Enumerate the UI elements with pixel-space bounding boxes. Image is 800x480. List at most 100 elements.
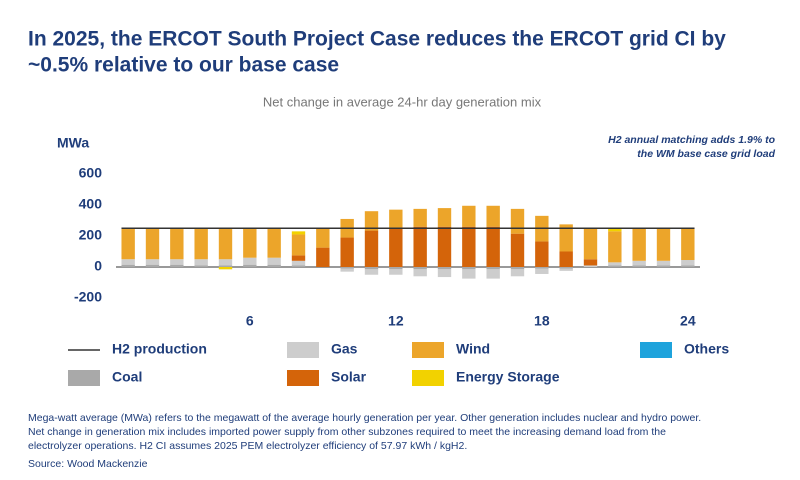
bar-segment xyxy=(632,260,646,266)
bar-segment xyxy=(413,269,427,277)
bar-segment xyxy=(218,259,233,266)
x-tick-label: 18 xyxy=(534,313,550,329)
bar-segment xyxy=(145,229,160,260)
source: Source: Wood Mackenzie xyxy=(28,458,148,470)
legend-label: Others xyxy=(684,341,729,357)
bar-segment xyxy=(291,260,306,266)
bar-segment xyxy=(559,224,573,252)
bar-segment xyxy=(559,267,573,269)
bar-segment xyxy=(291,231,306,235)
bar-segment xyxy=(316,247,330,267)
bar-segment xyxy=(559,251,573,267)
y-axis-label: MWa xyxy=(57,135,89,151)
bar-segment xyxy=(364,267,379,270)
bar-segment xyxy=(340,268,354,272)
bar-segment xyxy=(535,267,549,269)
bar-segment xyxy=(218,265,233,267)
bar-segment xyxy=(170,229,184,260)
bar-segment xyxy=(291,265,306,267)
bar-segment xyxy=(364,269,379,275)
bar-segment xyxy=(170,259,184,265)
bar-segment xyxy=(364,211,379,231)
bar-segment xyxy=(462,267,476,270)
bar-segment xyxy=(243,257,257,265)
bar-segment xyxy=(413,267,427,270)
bar-segment xyxy=(316,228,330,248)
bar-segment xyxy=(510,233,525,267)
bar-segment xyxy=(121,229,135,260)
y-tick-label: 0 xyxy=(94,258,102,274)
bar-segment xyxy=(413,226,427,267)
bar-segment xyxy=(656,265,671,267)
chart-title: In 2025, the ERCOT South Project Case re… xyxy=(28,28,726,51)
bar-segment xyxy=(608,228,622,232)
bar-segment xyxy=(681,265,695,267)
bar-segment xyxy=(145,264,160,267)
bar-segment xyxy=(632,228,646,261)
bar-segment xyxy=(267,257,281,265)
bar-segment xyxy=(681,260,695,266)
bar-segment xyxy=(510,267,525,270)
legend-swatch xyxy=(640,342,672,358)
bar-segment xyxy=(267,229,281,258)
y-tick-label: -200 xyxy=(74,289,102,305)
bar-segment xyxy=(583,228,598,260)
bar-segment xyxy=(437,208,452,227)
legend-swatch xyxy=(412,342,444,358)
x-tick-label: 12 xyxy=(388,313,404,329)
bar-segment xyxy=(608,265,622,267)
bar-segment xyxy=(608,231,622,263)
bar-segment xyxy=(535,241,549,267)
bar-segment xyxy=(535,268,549,274)
bar-segment xyxy=(243,229,257,258)
bar-segment xyxy=(389,267,403,270)
legend-swatch xyxy=(287,342,319,358)
bar-segment xyxy=(510,269,525,277)
bar-segment xyxy=(632,265,646,267)
bar-segment xyxy=(583,265,598,267)
bar-segment xyxy=(462,226,476,267)
bar-segment xyxy=(218,229,233,260)
legend-swatch xyxy=(412,370,444,386)
bar-segment xyxy=(462,269,476,279)
legend-label: Gas xyxy=(331,341,358,357)
bar-segment xyxy=(437,267,452,270)
bar-segment xyxy=(681,228,695,261)
bar-segment xyxy=(486,205,500,227)
legend-label: Energy Storage xyxy=(456,369,560,385)
bar-segment xyxy=(145,259,160,265)
legend-label: Coal xyxy=(112,369,142,385)
y-tick-label: 200 xyxy=(79,227,103,243)
bar-segment xyxy=(608,262,622,266)
bar-segment xyxy=(559,268,573,271)
chart-title: ~0.5% relative to our base case xyxy=(28,54,339,77)
x-tick-label: 24 xyxy=(680,313,696,329)
bar-segment xyxy=(486,267,500,270)
bar-segment xyxy=(364,230,379,267)
bar-segment xyxy=(437,226,452,267)
bar-segment xyxy=(486,269,500,279)
footnote: Mega-watt average (MWa) refers to the me… xyxy=(28,412,701,424)
bar-segment xyxy=(218,267,233,270)
bar-segment xyxy=(656,228,671,261)
bar-segment xyxy=(267,264,281,267)
bar-segment xyxy=(583,259,598,266)
bar-segment xyxy=(389,269,403,275)
legend-label: Wind xyxy=(456,341,490,357)
footnote: Net change in generation mix includes im… xyxy=(28,426,666,438)
bar-segment xyxy=(340,267,354,269)
legend-label: Solar xyxy=(331,369,367,385)
bar-segment xyxy=(340,237,354,267)
bar-segment xyxy=(291,234,306,256)
bar-segment xyxy=(389,227,403,267)
annotation: the WM base case grid load xyxy=(637,148,775,160)
bar-segment xyxy=(243,264,257,267)
legend-label: H2 production xyxy=(112,341,207,357)
bar-segment xyxy=(437,269,452,278)
y-tick-label: 400 xyxy=(79,196,103,212)
legend-swatch xyxy=(287,370,319,386)
chart-subtitle: Net change in average 24-hr day generati… xyxy=(263,94,542,109)
bar-segment xyxy=(389,209,403,228)
